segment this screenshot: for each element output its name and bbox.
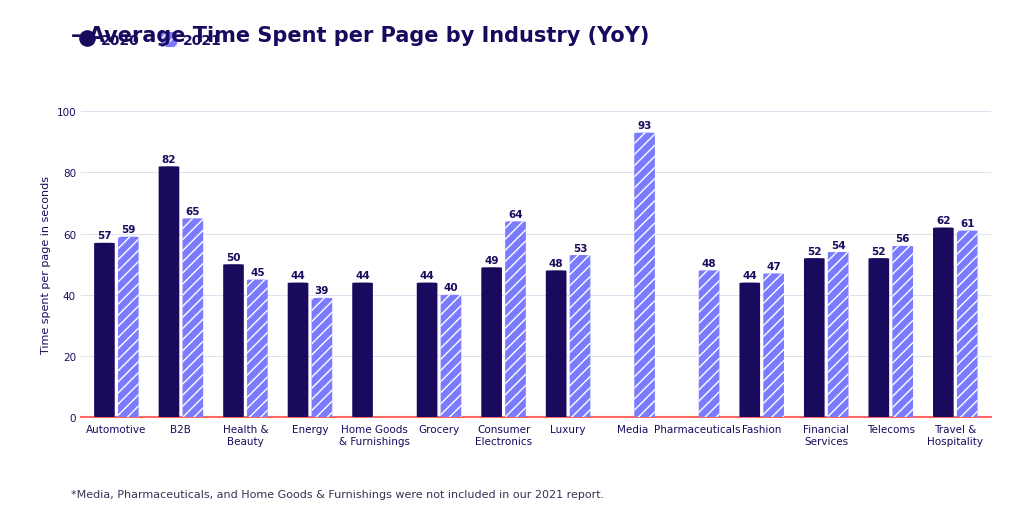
Text: 40: 40 xyxy=(444,283,458,293)
FancyBboxPatch shape xyxy=(933,228,953,417)
Text: 39: 39 xyxy=(314,286,330,296)
Text: 54: 54 xyxy=(831,240,845,250)
Text: 53: 53 xyxy=(573,243,587,253)
Text: 45: 45 xyxy=(250,268,265,277)
Text: 59: 59 xyxy=(121,225,135,235)
Text: 48: 48 xyxy=(702,259,717,268)
Text: 47: 47 xyxy=(766,262,782,271)
FancyBboxPatch shape xyxy=(804,259,825,417)
FancyBboxPatch shape xyxy=(481,268,501,417)
FancyBboxPatch shape xyxy=(183,219,203,417)
Text: 52: 52 xyxy=(871,246,886,256)
FancyBboxPatch shape xyxy=(94,243,115,417)
FancyBboxPatch shape xyxy=(893,246,913,417)
Text: 64: 64 xyxy=(509,210,523,219)
Text: 44: 44 xyxy=(355,271,370,280)
Text: 44: 44 xyxy=(742,271,757,280)
FancyBboxPatch shape xyxy=(506,222,526,417)
Text: 48: 48 xyxy=(549,259,563,268)
FancyBboxPatch shape xyxy=(441,295,461,417)
FancyBboxPatch shape xyxy=(699,271,720,417)
Text: – Average Time Spent per Page by Industry (YoY): – Average Time Spent per Page by Industr… xyxy=(71,25,649,45)
Text: 50: 50 xyxy=(226,252,241,262)
FancyBboxPatch shape xyxy=(223,265,244,417)
FancyBboxPatch shape xyxy=(828,252,848,417)
Y-axis label: Time spent per page in seconds: Time spent per page in seconds xyxy=(40,176,51,354)
FancyBboxPatch shape xyxy=(956,231,978,417)
FancyBboxPatch shape xyxy=(159,167,179,417)
Text: 44: 44 xyxy=(290,271,305,280)
Text: 49: 49 xyxy=(484,256,498,265)
FancyBboxPatch shape xyxy=(570,256,590,417)
FancyBboxPatch shape xyxy=(763,274,784,417)
Text: 82: 82 xyxy=(162,155,176,164)
FancyBboxPatch shape xyxy=(634,133,655,417)
Legend: 2020, 2021: 2020, 2021 xyxy=(79,34,221,48)
FancyBboxPatch shape xyxy=(868,259,889,417)
Text: 62: 62 xyxy=(936,216,950,225)
Text: 52: 52 xyxy=(807,246,822,256)
Text: *Media, Pharmaceuticals, and Home Goods & Furnishings were not included in our 2: *Media, Pharmaceuticals, and Home Goods … xyxy=(71,489,604,499)
FancyBboxPatch shape xyxy=(739,283,760,417)
FancyBboxPatch shape xyxy=(311,298,333,417)
FancyBboxPatch shape xyxy=(352,283,373,417)
Text: 61: 61 xyxy=(960,219,975,229)
FancyBboxPatch shape xyxy=(417,283,438,417)
FancyBboxPatch shape xyxy=(118,237,139,417)
FancyBboxPatch shape xyxy=(546,271,566,417)
Text: 57: 57 xyxy=(97,231,112,241)
Text: 44: 44 xyxy=(420,271,435,280)
Text: 93: 93 xyxy=(637,121,652,131)
FancyBboxPatch shape xyxy=(247,280,268,417)
Text: 56: 56 xyxy=(896,234,910,244)
FancyBboxPatch shape xyxy=(288,283,308,417)
Text: 65: 65 xyxy=(186,207,200,216)
